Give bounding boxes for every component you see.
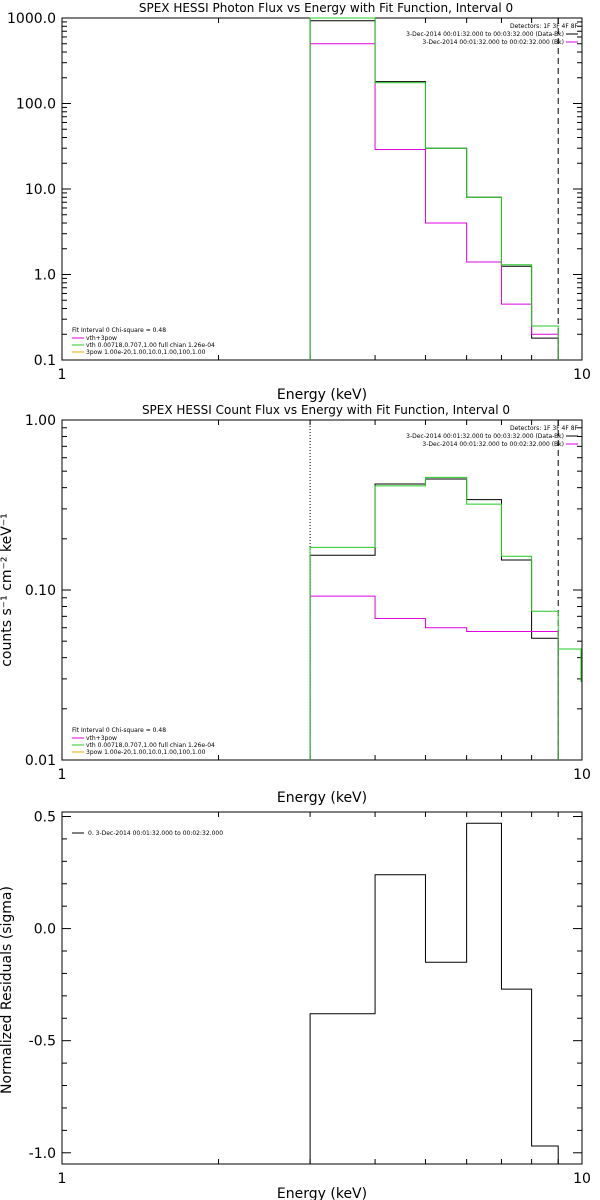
histogram-series-2 (309, 476, 559, 760)
histogram-extra-bin (558, 648, 582, 682)
histogram-series-2 (309, 17, 559, 360)
x-tick-label: 10 (573, 767, 591, 783)
y-tick-label: -0.5 (29, 1034, 56, 1050)
header-row-label: 3-Dec-2014 00:01:32.000 to 00:03:32.000 … (406, 31, 564, 38)
x-tick-label: 1 (58, 1171, 67, 1187)
header-row-label: 3-Dec-2014 00:01:32.000 to 00:02:32.000 … (422, 441, 564, 448)
legend-item-label: vth 0.00718,0.707,1.00 full chian 1.26e-… (86, 342, 215, 349)
legend-item-label: 3pow 1.00e-20,1.00,10.0,1.00,100,1.00 (86, 749, 206, 756)
y-tick-label: 10.0 (25, 182, 56, 198)
x-tick-label: 1 (58, 367, 67, 383)
detectors-label: Detectors: 1F 3F 4F 8F (510, 425, 579, 432)
y-tick-label: 0.10 (25, 583, 56, 599)
x-tick-label: 1 (58, 767, 67, 783)
legend-title: Fit Interval 0 Chi-square = 0.48 (72, 327, 166, 334)
legend-item-label: 3pow 1.00e-20,1.00,10.0,1.00,100,1.00 (86, 349, 206, 356)
histogram-series-0 (309, 822, 559, 1164)
legend-item-label: vth+3pow (86, 735, 117, 742)
y-tick-label: 1000.0 (7, 11, 56, 27)
y-tick-label: -1.0 (29, 1146, 56, 1162)
y-tick-label: 1.00 (25, 413, 56, 429)
histogram-series-0 (309, 478, 559, 760)
panel-residuals: 1 10 0.5 0.0 -0.5 -1.0 0. 3-Dec-2014 00:01:32… (0, 809, 591, 1200)
y-tick-label: 0.0 (34, 922, 56, 938)
header-row-label: 3-Dec-2014 00:01:32.000 to 00:03:32.000 … (406, 433, 564, 440)
panel-photon-flux: SPEX HESSI Photon Flux vs Energy with Fi… (7, 1, 591, 403)
plot-frame (61, 17, 583, 361)
panel-title: SPEX HESSI Count Flux vs Energy with Fit… (142, 403, 510, 417)
header-row-label: 3-Dec-2014 00:01:32.000 to 00:02:32.000 … (422, 39, 564, 46)
panel-title: SPEX HESSI Photon Flux vs Energy with Fi… (139, 1, 513, 15)
legend-item-label: vth 0.00718,0.707,1.00 full chian 1.26e-… (86, 742, 215, 749)
x-tick-label: 10 (573, 1171, 591, 1187)
legend-item-label: 0. 3-Dec-2014 00:01:32.000 to 00:02:32.0… (88, 830, 223, 837)
legend-item-label: vth+3pow (86, 335, 117, 342)
histogram-series-0 (309, 20, 559, 360)
histogram-series-1 (309, 595, 559, 760)
y-tick-label: 0.5 (34, 809, 56, 825)
detectors-label: Detectors: 1F 3F 4F 8F (510, 23, 579, 30)
histogram-series-1 (309, 43, 559, 360)
x-axis-label: Energy (keV) (277, 790, 367, 806)
y-tick-label: 100.0 (16, 97, 56, 113)
y-tick-label: 1.0 (34, 268, 56, 284)
panel-count-flux: SPEX HESSI Count Flux vs Energy with Fit… (0, 403, 591, 806)
plot-frame (61, 811, 583, 1165)
plot-frame (61, 419, 583, 761)
y-tick-label: 0.1 (34, 353, 56, 369)
y-axis-label: counts s⁻¹ cm⁻² keV⁻¹ (0, 513, 15, 667)
y-axis-label: Normalized Residuals (sigma) (0, 886, 15, 1094)
x-axis-label: Energy (keV) (277, 1186, 367, 1200)
legend-title: Fit Interval 0 Chi-square = 0.48 (72, 727, 166, 734)
y-tick-label: 0.01 (25, 753, 56, 769)
x-axis-label: Energy (keV) (277, 387, 367, 403)
x-tick-label: 10 (573, 367, 591, 383)
